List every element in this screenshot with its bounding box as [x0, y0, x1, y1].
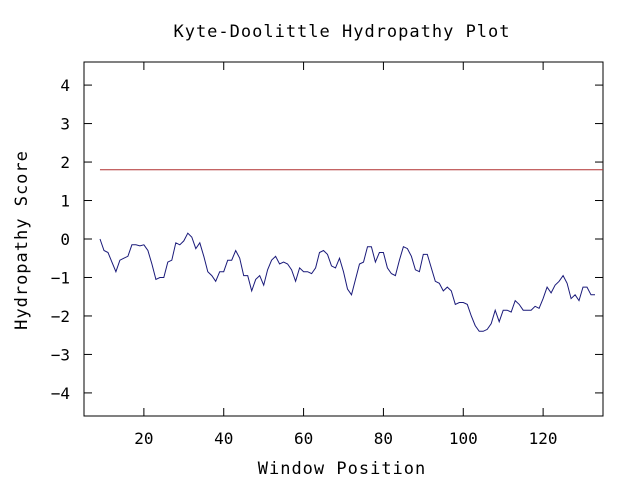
y-tick-label: 0 [60, 230, 70, 249]
y-tick-label: 1 [60, 192, 70, 211]
y-tick-label: −2 [51, 307, 70, 326]
x-tick-label: 100 [449, 429, 478, 448]
y-tick-label: 4 [60, 76, 70, 95]
plot-frame [83, 61, 604, 417]
x-axis-label: Window Position [258, 459, 427, 479]
x-tick-label: 60 [294, 429, 313, 448]
chart-title: Kyte-Doolittle Hydropathy Plot [173, 22, 510, 42]
x-tick-label: 80 [374, 429, 393, 448]
x-tick-label: 20 [134, 429, 153, 448]
y-tick-label: −3 [51, 345, 70, 364]
y-tick-label: −4 [51, 384, 70, 403]
x-axis-ticks: 20 40 60 80 100 120 [134, 62, 558, 448]
hydropathy-series-line [99, 232, 595, 332]
y-tick-label: 3 [60, 115, 70, 134]
y-tick-label: 2 [60, 153, 70, 172]
y-axis-label: Hydropathy Score [12, 150, 32, 330]
x-tick-label: 120 [529, 429, 558, 448]
x-tick-label: 40 [214, 429, 233, 448]
y-axis-ticks: −4 −3 −2 −1 0 1 2 3 4 [51, 76, 603, 403]
y-tick-label: −1 [51, 268, 70, 287]
